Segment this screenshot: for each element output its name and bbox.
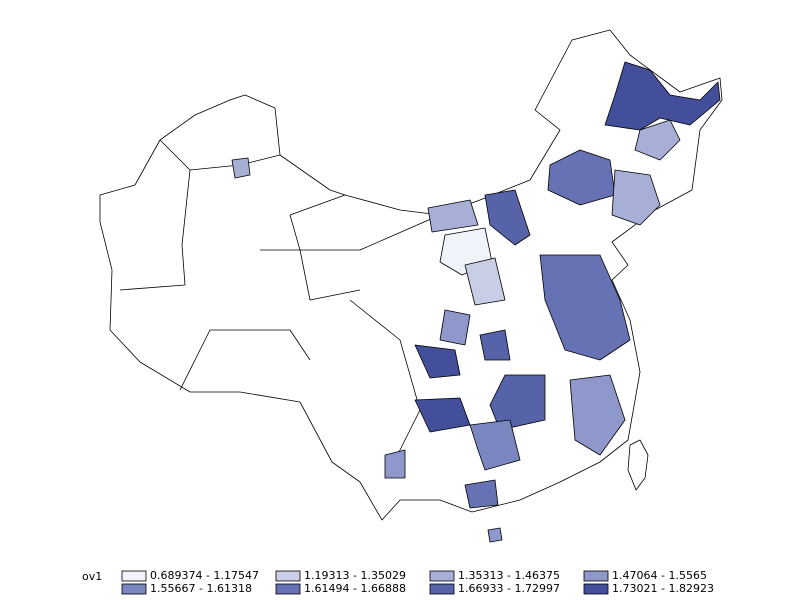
legend-swatch <box>429 583 455 595</box>
taiwan <box>627 439 649 491</box>
region <box>604 61 721 131</box>
legend: ov1 0.689374 - 1.17547 1.19313 - 1.35029 1… <box>82 569 714 595</box>
china-map <box>99 29 723 543</box>
region <box>469 419 521 471</box>
region <box>484 189 531 246</box>
region <box>569 374 626 456</box>
legend-swatch <box>583 570 609 582</box>
legend-label: 1.66933 - 1.72997 <box>458 582 560 595</box>
legend-label: 1.35313 - 1.46375 <box>458 569 560 582</box>
legend-swatch <box>121 583 147 595</box>
region <box>414 344 461 379</box>
region <box>539 254 631 361</box>
region <box>611 169 661 226</box>
legend-swatch <box>121 570 147 582</box>
legend-label: 1.19313 - 1.35029 <box>304 569 406 582</box>
legend-label: 0.689374 - 1.17547 <box>150 569 259 582</box>
legend-swatch <box>583 583 609 595</box>
legend-label: 1.73021 - 1.82923 <box>612 582 714 595</box>
region <box>439 309 471 346</box>
region <box>634 119 681 161</box>
legend-swatch <box>429 570 455 582</box>
legend-label: 1.55667 - 1.61318 <box>150 582 252 595</box>
region <box>464 479 499 509</box>
region <box>489 374 546 431</box>
region <box>384 449 406 479</box>
legend-title: ov1 <box>82 570 102 583</box>
legend-label: 1.61494 - 1.66888 <box>304 582 406 595</box>
hainan <box>487 527 503 543</box>
legend-label: 1.47064 - 1.5565 <box>612 569 707 582</box>
legend-swatch <box>275 570 301 582</box>
region <box>231 157 251 179</box>
region <box>464 257 506 306</box>
region <box>427 199 479 233</box>
country-outline <box>99 29 723 521</box>
region <box>479 329 511 361</box>
legend-swatch <box>275 583 301 595</box>
